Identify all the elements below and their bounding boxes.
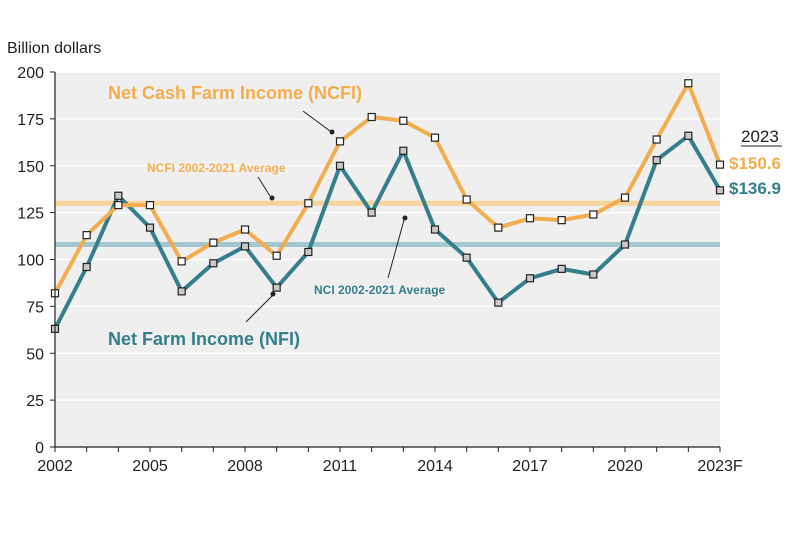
ncfi-point-2017 (525, 214, 535, 223)
ncfi-series-line (53, 81, 722, 295)
nfi-average-label: NCI 2002-2021 Average (314, 283, 446, 297)
x-tick-label-2002: 2002 (37, 458, 73, 475)
ncfi-point-2013 (399, 116, 408, 125)
ncfi-point-2014 (430, 133, 440, 142)
nfi-point-2020 (620, 240, 630, 249)
nfi-pointer-dot (270, 291, 276, 297)
nfi-average-pointer-line (387, 219, 405, 279)
ncfi-pointer-dot (329, 129, 335, 135)
y-tick-label-100: 100 (17, 253, 44, 270)
nfi-point-2018 (557, 264, 566, 273)
nfi-average-pointer-dot (402, 215, 408, 221)
ncfi-point-2021 (652, 135, 661, 144)
x-tick-label-2011: 2011 (323, 458, 358, 475)
y-tick-label-25: 25 (26, 393, 44, 410)
x-tick-label-2014: 2014 (417, 458, 453, 475)
ncfi-point-2007 (209, 238, 218, 247)
nfi-pointer-line (245, 295, 273, 323)
nfi-point-2016 (494, 298, 503, 307)
y-tick-label-125: 125 (17, 206, 44, 223)
nfi-point-2013 (399, 146, 408, 155)
nfi-point-2009 (272, 283, 281, 292)
x-tick-label-2005: 2005 (132, 458, 168, 475)
ncfi-average-pointer-dot (269, 195, 275, 201)
nfi-point-2011 (335, 161, 345, 170)
ncfi-average-label: NCFI 2002-2021 Average (147, 161, 286, 175)
series-lines (53, 81, 722, 330)
nfi-series-line (53, 133, 722, 330)
ncfi-point-2016 (494, 223, 503, 232)
ncfi-point-2022 (684, 79, 693, 88)
nfi-point-2006 (177, 287, 186, 296)
y-tick-label-50: 50 (26, 346, 44, 363)
nfi-point-2010 (304, 247, 313, 257)
y-tick-label-150: 150 (17, 159, 44, 176)
nfi-point-2017 (525, 274, 535, 283)
nfi-point-2008 (240, 242, 250, 251)
y-tick-label-75: 75 (26, 299, 44, 316)
y-axis-ticks: 0 25 50 75 100 125 150 175 200 (17, 65, 55, 457)
ncfi-point-2015 (462, 195, 471, 204)
x-tick-label-2020: 2020 (607, 458, 643, 475)
ncfi-point-2004 (114, 201, 123, 210)
ncfi-point-2006 (177, 257, 186, 266)
nfi-point-2007 (209, 259, 218, 268)
ncfi-end-value: $150.6 (729, 154, 781, 173)
y-axis-label: Billion dollars (7, 40, 101, 57)
average-lines (55, 200, 720, 247)
nfi-point-2003 (82, 262, 91, 272)
x-tick-label-2008: 2008 (227, 458, 263, 475)
nfi-point-2014 (430, 225, 440, 234)
end-label-year: 2023 (741, 127, 779, 146)
ncfi-point-2018 (557, 216, 566, 225)
nfi-point-2021 (652, 156, 661, 165)
nfi-series-label: Net Farm Income (NFI) (108, 329, 300, 349)
y-tick-label-0: 0 (35, 440, 44, 457)
ncfi-average-pointer-line (257, 176, 271, 197)
ncfi-point-2009 (272, 251, 281, 260)
ncfi-point-2011 (335, 137, 345, 146)
ncfi-point-2012 (367, 112, 376, 122)
ncfi-point-2003 (82, 231, 91, 240)
ncfi-pointer-line (302, 110, 331, 132)
nfi-point-2023 (715, 186, 725, 195)
ncfi-point-2008 (240, 225, 250, 234)
nfi-point-2022 (684, 131, 693, 140)
x-tick-label-2023F: 2023F (697, 458, 743, 475)
ncfi-point-2010 (304, 199, 313, 208)
x-tick-label-2017: 2017 (512, 458, 548, 475)
nfi-end-value: $136.9 (729, 179, 781, 198)
ncfi-point-2019 (589, 210, 598, 219)
nfi-point-2015 (462, 253, 471, 262)
nfi-point-2012 (367, 208, 376, 217)
ncfi-point-2005 (145, 201, 155, 210)
nfi-point-2019 (589, 270, 598, 279)
y-tick-label-175: 175 (17, 112, 44, 129)
nfi-point-2005 (145, 223, 155, 232)
y-tick-label-200: 200 (17, 65, 44, 82)
x-axis-ticks: 2002 2005 2008 2011 2014 2017 2020 2023F (37, 447, 743, 475)
ncfi-point-2023 (715, 160, 725, 169)
ncfi-series-label: Net Cash Farm Income (NCFI) (108, 83, 362, 103)
ncfi-point-2020 (620, 193, 630, 202)
nfi-point-2004 (114, 191, 123, 200)
data-markers (50, 79, 725, 333)
